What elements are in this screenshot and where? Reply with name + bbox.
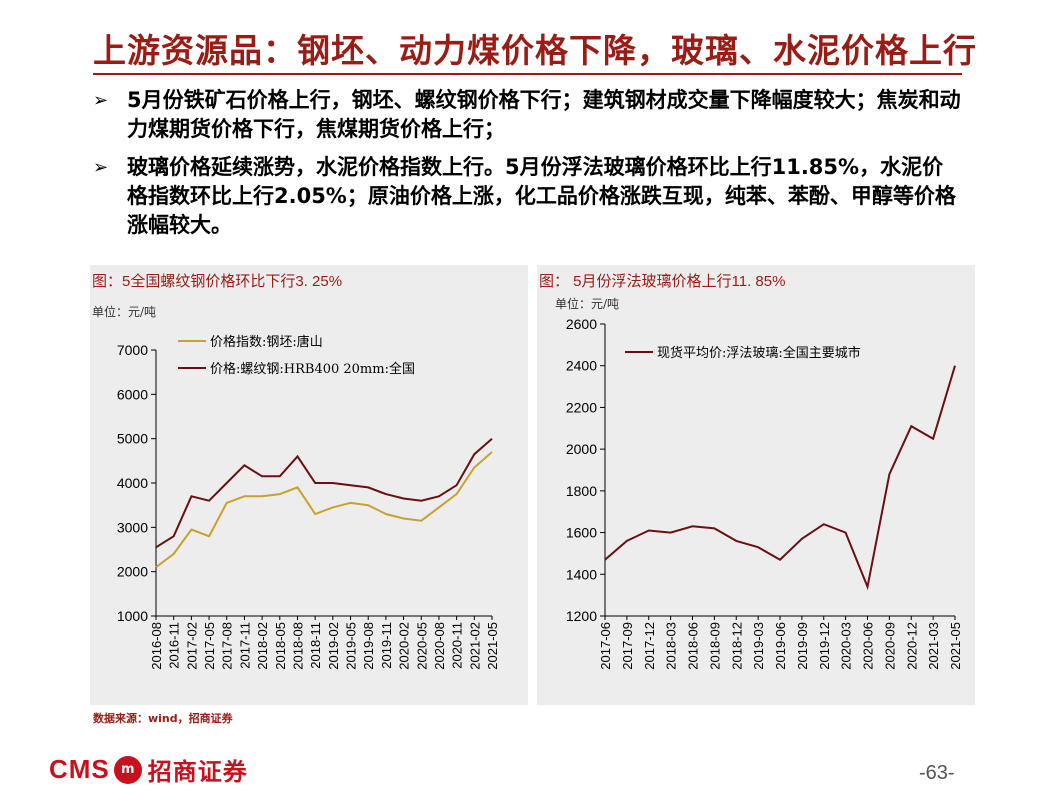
x-tick-label: 2019-11 <box>379 622 394 669</box>
x-tick-label: 2016-08 <box>149 622 164 670</box>
bullet-item: ➢ 5月份铁矿石价格上行，钢坯、螺纹钢价格下行；建筑钢材成交量下降幅度较大；焦炭… <box>93 86 963 144</box>
x-tick-label: 2017-08 <box>220 622 235 670</box>
y-tick-label: 4000 <box>117 475 148 491</box>
series-line <box>155 437 493 549</box>
series-line <box>604 365 956 591</box>
x-tick-label: 2020-05 <box>414 622 429 670</box>
legend-label: 现货平均价:浮法玻璃:全国主要城市 <box>657 345 861 361</box>
y-tick-label: 5000 <box>117 431 148 447</box>
x-tick-label: 2020-09 <box>882 622 897 670</box>
bullet-list: ➢ 5月份铁矿石价格上行，钢坯、螺纹钢价格下行；建筑钢材成交量下降幅度较大；焦炭… <box>93 86 963 249</box>
x-tick-label: 2017-12 <box>642 622 657 670</box>
x-tick-label: 2018-12 <box>729 622 744 670</box>
x-tick-label: 2020-11 <box>450 622 465 669</box>
x-tick-label: 2018-06 <box>686 622 701 670</box>
y-tick-label: 1400 <box>566 566 597 582</box>
y-tick-label: 1600 <box>566 525 597 541</box>
x-tick-label: 2021-05 <box>485 622 500 670</box>
y-tick-label: 2400 <box>566 358 597 374</box>
x-tick-label: 2017-11 <box>237 622 252 669</box>
x-tick-label: 2017-06 <box>598 622 613 670</box>
rebar-chart-panel: 图：5全国螺纹钢价格环比下行3. 25% 单位：元/吨 1000 2000 3000… <box>90 265 528 705</box>
x-tick-label: 2021-05 <box>948 622 963 670</box>
x-tick-label: 2018-05 <box>273 622 288 670</box>
x-tick-label: 2019-12 <box>817 622 832 670</box>
x-tick-label: 2018-08 <box>290 622 305 670</box>
logo-badge-icon: m <box>113 755 142 784</box>
x-tick-label: 2019-08 <box>361 622 376 670</box>
y-tick-label: 1200 <box>566 608 597 624</box>
x-tick-label: 2019-06 <box>773 622 788 670</box>
bullet-text: 5月份铁矿石价格上行，钢坯、螺纹钢价格下行；建筑钢材成交量下降幅度较大；焦炭和动… <box>127 88 961 141</box>
arrow-bullet-icon: ➢ <box>93 90 109 111</box>
y-tick-label: 2000 <box>117 564 148 580</box>
x-tick-label: 2021-02 <box>467 622 482 670</box>
y-tick-label: 2600 <box>566 316 597 332</box>
rebar-price-chart: 1000 2000 3000 4000 5000 6000 7000 2016-08 2016-… <box>117 334 500 670</box>
company-logo: CMS m 招商证券 <box>49 752 248 787</box>
arrow-bullet-icon: ➢ <box>93 157 109 178</box>
data-source-note: 数据来源：wind，招商证券 <box>93 712 233 725</box>
x-tick-label: 2019-02 <box>326 622 341 670</box>
x-tick-label: 2018-02 <box>255 622 270 670</box>
title-divider <box>93 73 962 75</box>
page-number: -63- <box>919 762 955 784</box>
y-tick-label: 2200 <box>566 399 597 415</box>
chart-title: 图：5全国螺纹钢价格环比下行3. 25% <box>92 273 343 290</box>
x-tick-label: 2020-03 <box>839 622 854 670</box>
x-tick-label: 2019-09 <box>795 622 810 670</box>
glass-chart-panel: 图： 5月份浮法玻璃价格上行11. 85% 单位：元/吨 1200 1400 160… <box>537 265 975 705</box>
bullet-text: 玻璃价格延续涨势，水泥价格指数上行。5月份浮法玻璃价格环比上行11.85%，水泥… <box>127 155 956 237</box>
y-tick-label: 7000 <box>117 342 148 358</box>
y-tick-label: 6000 <box>117 386 148 402</box>
x-tick-label: 2018-11 <box>308 622 323 669</box>
logo-chinese-text: 招商证券 <box>147 757 248 786</box>
x-tick-label: 2020-12 <box>904 622 919 670</box>
x-tick-label: 2018-09 <box>707 622 722 670</box>
x-tick-label: 2020-02 <box>397 622 412 670</box>
x-tick-label: 2017-05 <box>202 622 217 670</box>
chart-title: 图： 5月份浮法玻璃价格上行11. 85% <box>539 273 786 290</box>
x-tick-label: 2017-09 <box>620 622 635 670</box>
x-tick-label: 2018-03 <box>664 622 679 670</box>
y-tick-label: 2000 <box>566 441 597 457</box>
bullet-item: ➢ 玻璃价格延续涨势，水泥价格指数上行。5月份浮法玻璃价格环比上行11.85%，… <box>93 153 963 240</box>
y-tick-label: 1800 <box>566 483 597 499</box>
y-tick-label: 3000 <box>117 519 148 535</box>
legend-label: 价格:螺纹钢:HRB400 20mm:全国 <box>210 361 415 377</box>
series-line <box>155 451 493 568</box>
x-tick-label: 2020-08 <box>432 622 447 670</box>
x-tick-label: 2017-02 <box>184 622 199 670</box>
legend-label: 价格指数:钢坯:唐山 <box>210 334 323 350</box>
page-title: 上游资源品：钢坯、动力煤价格下降，玻璃、水泥价格上行 <box>93 31 977 70</box>
x-tick-label: 2021-03 <box>926 622 941 670</box>
x-tick-label: 2016-11 <box>167 622 182 669</box>
chart-unit: 单位：元/吨 <box>92 305 157 319</box>
logo-cms-text: CMS <box>49 754 110 784</box>
x-tick-label: 2019-05 <box>344 622 359 670</box>
glass-price-chart: 1200 1400 1600 1800 2000 2200 2400 2600 2017-06 2… <box>566 316 963 670</box>
x-tick-label: 2020-06 <box>861 622 876 670</box>
x-tick-label: 2019-03 <box>751 622 766 670</box>
chart-unit: 单位：元/吨 <box>555 297 620 311</box>
y-tick-label: 1000 <box>117 608 148 624</box>
